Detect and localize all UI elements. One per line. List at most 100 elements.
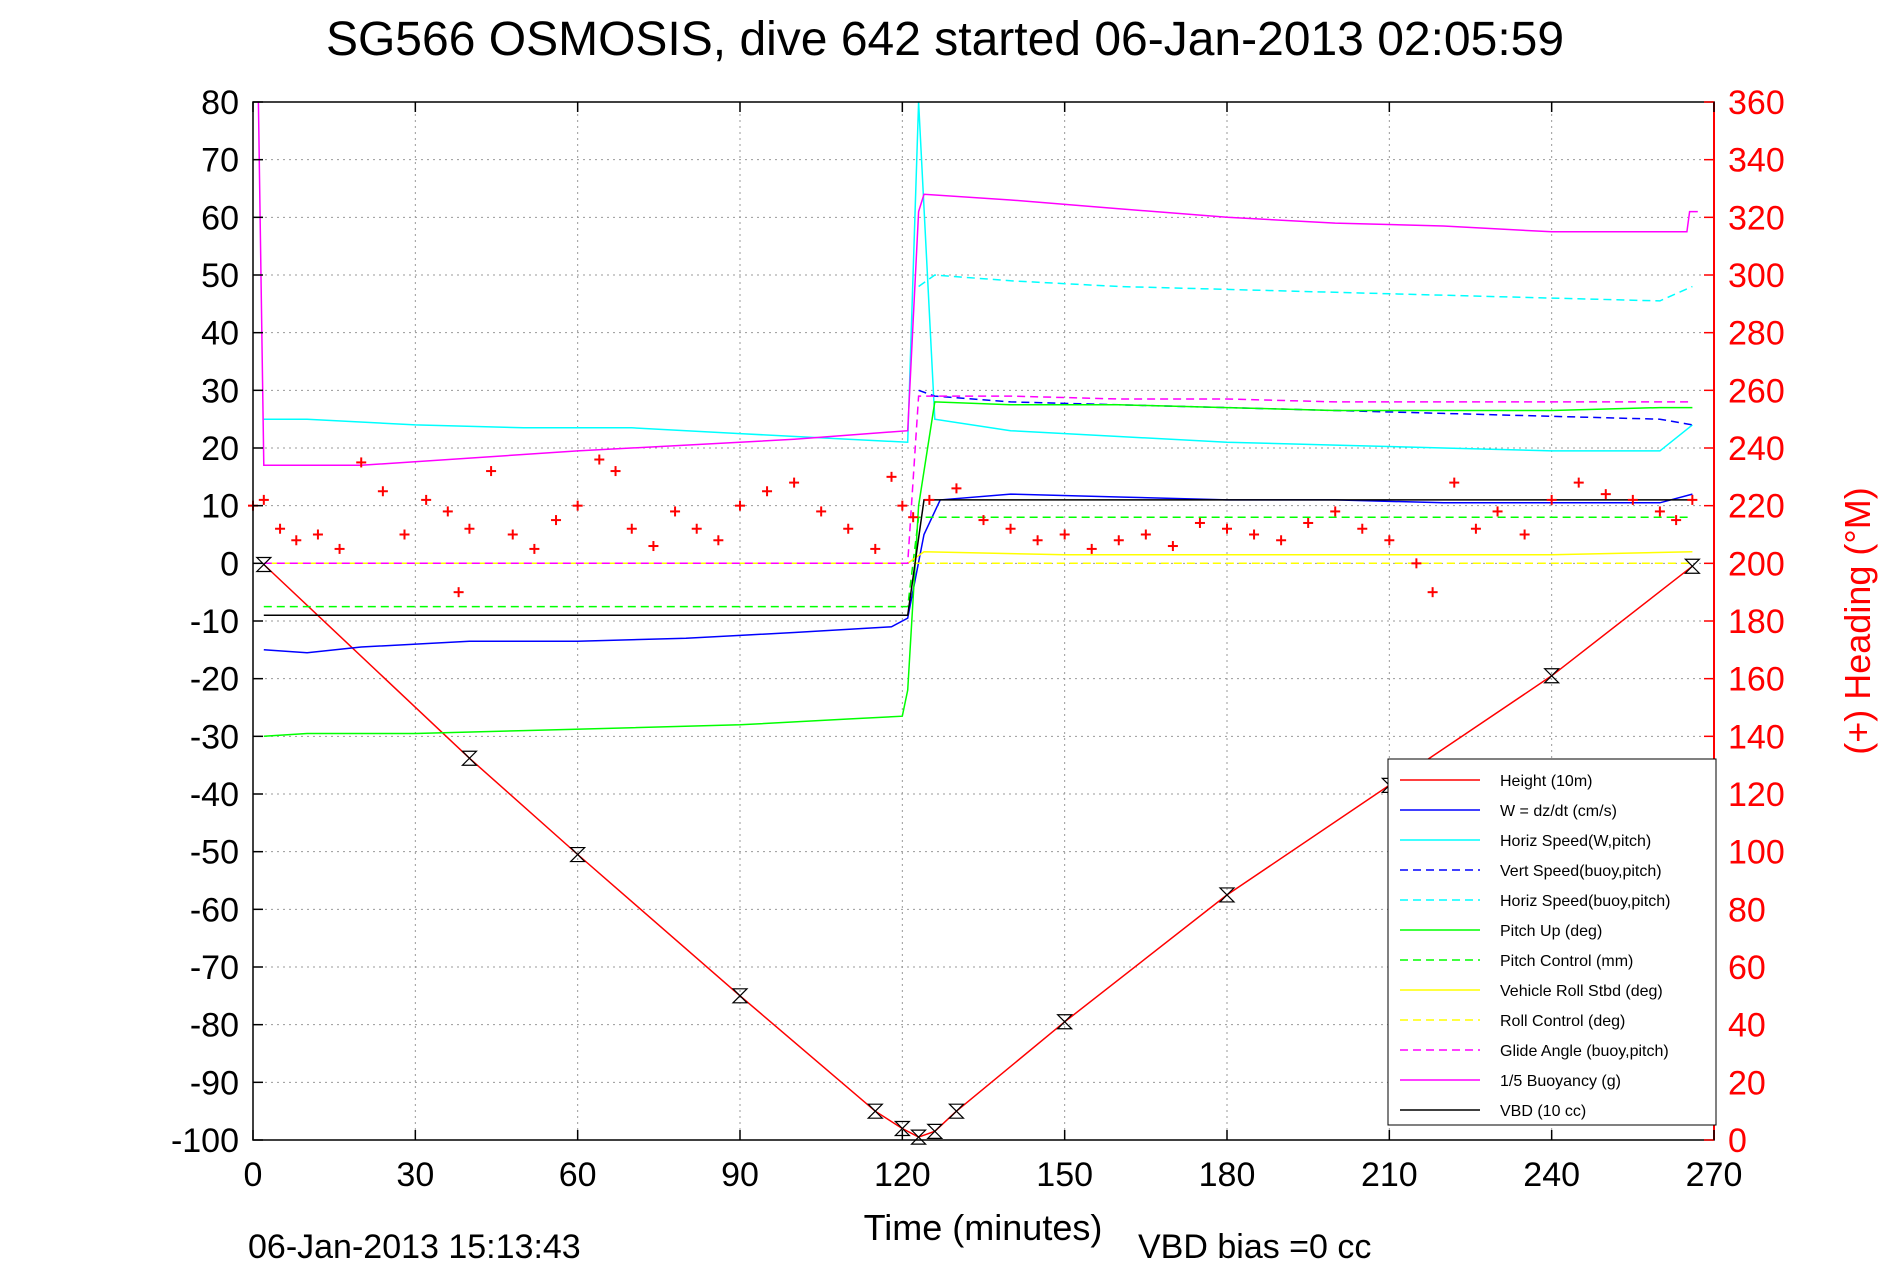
heading-marker xyxy=(1600,489,1611,500)
y-tick-label: -30 xyxy=(190,718,239,756)
heading-marker xyxy=(1032,535,1043,546)
chart-title: SG566 OSMOSIS, dive 642 started 06-Jan-2… xyxy=(326,13,1564,66)
heading-marker xyxy=(691,523,702,534)
series-line-10 xyxy=(257,101,1698,467)
heading-marker xyxy=(1427,587,1438,598)
y-tick-label: 70 xyxy=(201,142,239,180)
right-tick-label: 220 xyxy=(1728,488,1785,526)
heading-marker xyxy=(1222,523,1232,534)
legend-box xyxy=(1387,758,1717,1126)
series-line-5 xyxy=(263,401,1693,738)
right-tick-label: 120 xyxy=(1728,776,1785,814)
heading-marker xyxy=(870,543,881,554)
y-tick-label: 10 xyxy=(201,488,239,526)
y-tick-label: -80 xyxy=(190,1007,239,1045)
heading-marker xyxy=(978,515,989,526)
height-sample-marker xyxy=(893,1120,911,1137)
heading-marker xyxy=(1005,523,1016,534)
heading-marker xyxy=(464,523,475,534)
right-axis-ticks: 0 20 40 60 80 100 120 140 160 180 200 220 240 260 280 3… xyxy=(1704,84,1785,1160)
y-tick-label: -20 xyxy=(190,661,239,699)
x-tick-label: 270 xyxy=(1686,1156,1743,1194)
heading-marker xyxy=(258,494,269,505)
heading-marker xyxy=(1330,506,1341,517)
heading-marker xyxy=(1470,523,1481,534)
series-line-1 xyxy=(263,493,1693,654)
y-tick-label: -70 xyxy=(190,949,239,987)
height-sample-marker xyxy=(926,1123,944,1139)
heading-marker xyxy=(312,529,323,540)
heading-marker xyxy=(1357,523,1368,534)
heading-marker xyxy=(1654,506,1665,517)
legend-entry-label: Pitch Control (mm) xyxy=(1500,953,1633,970)
legend-entry-label: VBD (10 cc) xyxy=(1500,1103,1586,1120)
height-sample-marker xyxy=(866,1103,884,1119)
legend-entry-label: Roll Control (deg) xyxy=(1500,1013,1625,1030)
legend-entry-label: Horiz Speed(W,pitch) xyxy=(1500,833,1651,850)
height-sample-glyph xyxy=(460,750,478,766)
heading-marker xyxy=(1113,535,1124,546)
heading-marker xyxy=(735,500,745,511)
heading-marker xyxy=(1194,517,1205,528)
series-line-4 xyxy=(918,274,1693,302)
height-sample-marker xyxy=(569,846,587,863)
heading-marker xyxy=(908,512,919,523)
right-tick-label: 320 xyxy=(1728,199,1785,237)
right-tick-label: 40 xyxy=(1728,1007,1766,1045)
right-tick-label: 280 xyxy=(1728,315,1785,353)
heading-marker xyxy=(789,477,800,488)
height-sample-glyph xyxy=(255,556,273,573)
height-sample-marker xyxy=(460,750,478,766)
height-sample-marker xyxy=(1683,558,1701,574)
series-line-11 xyxy=(263,499,1693,616)
heading-marker xyxy=(1671,515,1682,526)
height-sample-glyph xyxy=(731,988,749,1004)
heading-marker xyxy=(1384,535,1395,546)
heading-marker xyxy=(1303,517,1314,528)
legend-entry-label: W = dz/dt (cm/s) xyxy=(1500,803,1617,820)
legend-entry-label: Vehicle Roll Stbd (deg) xyxy=(1500,983,1663,1000)
heading-marker xyxy=(762,486,773,497)
legend-entry-label: Horiz Speed(buoy,pitch) xyxy=(1500,893,1670,910)
heading-marker xyxy=(529,543,540,554)
heading-marker xyxy=(1687,494,1698,505)
heading-marker xyxy=(275,523,286,534)
height-sample-marker xyxy=(1056,1014,1074,1030)
x-tick-label: 0 xyxy=(244,1156,263,1194)
height-sample-marker xyxy=(1218,887,1236,903)
right-axis-label: (+) Heading (°M) xyxy=(1837,487,1878,754)
y-tick-label: -100 xyxy=(171,1122,239,1160)
y-tick-label: 30 xyxy=(201,372,239,410)
heading-marker xyxy=(1627,494,1638,505)
height-sample-glyph xyxy=(947,1103,965,1119)
heading-marker xyxy=(626,523,637,534)
right-tick-label: 140 xyxy=(1728,718,1785,756)
y-tick-label: -60 xyxy=(190,891,239,929)
height-sample-marker xyxy=(1543,668,1561,684)
heading-marker xyxy=(1167,541,1178,552)
y-tick-label: 50 xyxy=(201,257,239,295)
height-sample-glyph xyxy=(569,846,587,863)
y-tick-label: -40 xyxy=(190,776,239,814)
legend-entry-label: Height (10m) xyxy=(1500,773,1592,790)
left-axis-ticks: -100-90-80-70-60-50-40-30-20-10010203040… xyxy=(171,84,263,1160)
height-sample-glyph xyxy=(893,1120,911,1137)
heading-marker xyxy=(886,471,897,482)
heading-marker xyxy=(572,500,583,511)
heading-marker xyxy=(377,486,388,497)
heading-marker xyxy=(1573,477,1584,488)
right-tick-label: 100 xyxy=(1728,834,1785,872)
heading-marker xyxy=(507,529,518,540)
height-sample-marker xyxy=(255,556,273,573)
legend-entry-label: Pitch Up (deg) xyxy=(1500,923,1602,940)
right-tick-label: 260 xyxy=(1728,372,1785,410)
height-sample-glyph xyxy=(866,1103,884,1119)
height-sample-glyph xyxy=(926,1123,944,1139)
heading-marker xyxy=(816,506,827,517)
height-sample-glyph xyxy=(1683,558,1701,574)
x-tick-label: 60 xyxy=(559,1156,597,1194)
y-tick-label: -90 xyxy=(190,1064,239,1102)
heading-marker xyxy=(1276,535,1287,546)
right-tick-label: 80 xyxy=(1728,891,1766,929)
